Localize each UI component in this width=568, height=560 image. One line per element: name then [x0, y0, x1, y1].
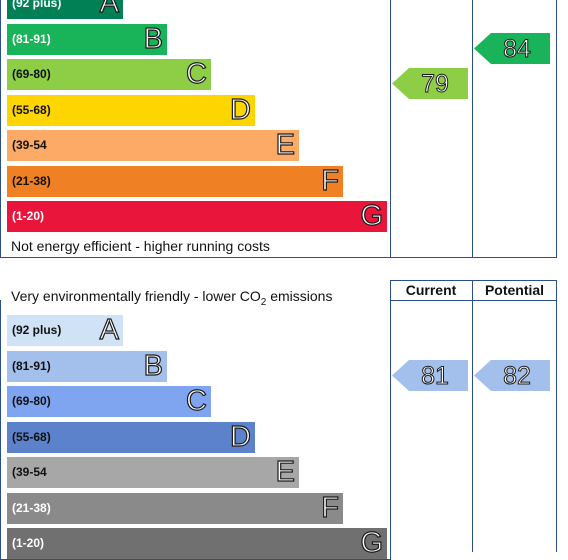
band-letter: C	[185, 57, 207, 90]
current-column-divider	[390, 0, 391, 258]
potential-arrow-polygon	[474, 32, 550, 64]
band-range-label: (21-38)	[12, 173, 51, 188]
band-range-label: (55-68)	[12, 102, 51, 117]
potential-column-divider	[472, 0, 473, 258]
current-rating-value: 79	[421, 70, 450, 99]
band-letter: G	[360, 199, 384, 232]
band-letter: C	[185, 384, 207, 417]
right-border	[556, 280, 557, 552]
band-g: (1-20) G	[7, 199, 387, 233]
band-letter: D	[229, 420, 251, 453]
band-c: (69-80) C	[7, 57, 211, 91]
current-arrow-shape	[392, 359, 468, 391]
band-range-label: (1-20)	[12, 209, 45, 223]
current-rating-value: 81	[421, 361, 450, 390]
current-arrow-polygon	[392, 68, 468, 99]
band-range-label: (69-80)	[12, 394, 51, 408]
header-top-border	[390, 280, 557, 281]
band-range-label: (21-38)	[12, 500, 51, 515]
band-range-label: (92 plus)	[12, 323, 62, 337]
band-range-label: (55-68)	[12, 429, 51, 444]
band-range-label: (1-20)	[12, 536, 45, 550]
current-rating-arrow: 79	[392, 68, 468, 99]
potential-column-header: Potential	[484, 282, 545, 298]
header-bottom-border	[390, 300, 557, 301]
band-b: (81-91) B	[7, 22, 167, 55]
band-letter: F	[321, 491, 340, 524]
potential-arrow-polygon	[474, 359, 550, 391]
potential-rating-arrow: 84	[474, 32, 550, 64]
header-text-subscript: 2	[260, 296, 267, 308]
band-letter: E	[275, 128, 296, 161]
header-text-main: Very environmentally friendly - lower CO	[11, 288, 261, 304]
footer-text: Not energy efficient - higher running co…	[11, 238, 270, 254]
header-text-end: emissions	[266, 288, 333, 304]
band-letter: A	[99, 0, 120, 20]
potential-column-divider	[472, 280, 473, 552]
band-f: (21-38) F	[7, 491, 343, 524]
header-text: Very environmentally friendly - lower CO…	[11, 288, 332, 308]
band-e: (39-54 E	[7, 128, 299, 162]
band-range-label: (39-54	[12, 138, 47, 152]
band-e: (39-54 E	[7, 455, 299, 489]
band-letter: B	[143, 349, 164, 382]
band-a: (92 plus) A	[7, 313, 123, 347]
potential-rating-value: 82	[503, 361, 532, 390]
current-column-divider	[390, 280, 391, 552]
band-letter: A	[99, 313, 120, 346]
current-arrow-polygon	[392, 359, 468, 391]
potential-arrow-shape	[474, 32, 550, 64]
band-range-label: (81-91)	[12, 31, 51, 46]
potential-rating-arrow: 82	[474, 359, 550, 391]
energy-efficiency-panel: (92 plus) A (81-91) B (69-80) C (55-68) D (39-54…	[0, 0, 568, 258]
band-f: (21-38) F	[7, 164, 343, 197]
band-g: (1-20) G	[7, 526, 387, 560]
potential-rating-value: 84	[503, 34, 532, 63]
band-b: (81-91) B	[7, 349, 167, 382]
band-letter: D	[229, 93, 251, 126]
band-range-label: (39-54	[12, 465, 47, 479]
band-range-label: (69-80)	[12, 67, 51, 81]
current-column-header: Current	[405, 282, 457, 298]
band-letter: G	[360, 526, 384, 559]
environmental-impact-panel: Current Potential Very environmentally f…	[0, 280, 568, 560]
band-d: (55-68) D	[7, 93, 255, 126]
band-range-label: (81-91)	[12, 358, 51, 373]
panel-frame	[0, 0, 557, 258]
current-rating-arrow: 81	[392, 359, 468, 391]
band-range-label: (92 plus)	[12, 0, 62, 10]
band-letter: F	[321, 164, 340, 197]
current-arrow-shape	[392, 68, 468, 99]
band-a: (92 plus) A	[7, 0, 123, 20]
band-letter: B	[143, 22, 164, 55]
band-d: (55-68) D	[7, 420, 255, 453]
band-letter: E	[275, 455, 296, 488]
band-c: (69-80) C	[7, 384, 211, 418]
potential-arrow-shape	[474, 359, 550, 391]
